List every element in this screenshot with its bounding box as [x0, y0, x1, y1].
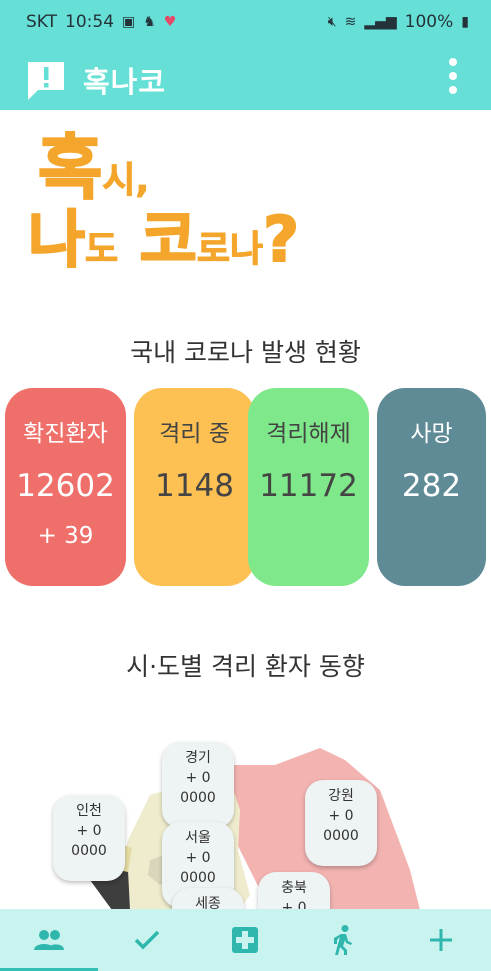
region-name: 충북	[281, 880, 307, 896]
region-delta: + 0	[185, 770, 211, 786]
card-label: 사망	[410, 421, 453, 447]
card-value: 11172	[259, 468, 358, 504]
heart-icon: ♥	[163, 14, 177, 30]
card-label: 확진환자	[23, 421, 108, 447]
battery-icon: ▮	[461, 14, 469, 30]
region-count: 0000	[323, 828, 359, 844]
app-title: 혹나코	[83, 65, 167, 99]
wifi-icon: ≋	[344, 14, 357, 30]
nav-tab-medical[interactable]	[196, 909, 294, 971]
status-bar: SKT 10:54 ▣ ♞ ♥ 🔇︎ ≋ ▂▄▆ 100% ▮	[0, 0, 491, 42]
isolated-card[interactable]: 격리 중 1148	[134, 388, 255, 586]
overflow-menu-icon[interactable]	[445, 58, 461, 94]
carrier-label: SKT	[26, 12, 58, 32]
hero-char: 혹	[37, 127, 103, 209]
region-delta: + 0	[281, 900, 307, 910]
nav-tab-walking[interactable]	[294, 909, 392, 971]
region-name: 서울	[185, 830, 211, 846]
region-bubble-incheon[interactable]: 인천 + 0 0000	[53, 795, 125, 881]
region-name: 세종	[195, 896, 221, 910]
region-count: 0000	[180, 870, 216, 886]
app-bar: 혹나코	[0, 42, 491, 110]
regional-status-title: 시·도별 격리 환자 동향	[126, 652, 365, 681]
card-delta: + 39	[37, 523, 94, 549]
bottom-navigation	[0, 909, 491, 971]
plus-icon	[430, 929, 452, 951]
notification-icon: ♞	[143, 14, 156, 30]
active-tab-indicator	[0, 968, 98, 971]
region-bubble-chungbuk[interactable]: 충북 + 0	[258, 872, 330, 910]
hero-char: 시,	[102, 160, 150, 202]
region-count: 0000	[180, 790, 216, 806]
region-delta: + 0	[185, 850, 211, 866]
region-bubble-gangwon[interactable]: 강원 + 0 0000	[305, 780, 377, 866]
stats-cards: 확진환자 12602 + 39 격리 중 1148 격리해제 11172 사망 …	[5, 388, 486, 586]
region-count: 0000	[71, 843, 107, 859]
chat-alert-logo-icon	[28, 62, 64, 100]
card-value: 12602	[16, 468, 115, 504]
card-label: 격리 중	[159, 421, 230, 447]
screenshot-icon: ▣	[122, 14, 136, 30]
hero-char: 나	[27, 202, 86, 277]
domestic-status-title: 국내 코로나 발생 현황	[130, 338, 361, 367]
region-map: 경기 + 0 0000 인천 + 0 0000 강원 + 0 0000 서울 +…	[0, 720, 491, 910]
nav-tab-people[interactable]	[0, 909, 98, 971]
released-card[interactable]: 격리해제 11172	[248, 388, 369, 586]
card-value: 1148	[155, 468, 234, 504]
region-name: 인천	[76, 803, 102, 819]
region-delta: + 0	[76, 823, 102, 839]
medical-cross-icon	[232, 927, 258, 953]
card-value: 282	[401, 468, 462, 504]
hero-title: 혹시, 나도 코로나?	[27, 127, 358, 277]
card-label: 격리해제	[266, 421, 351, 447]
region-name: 경기	[185, 750, 211, 766]
clock: 10:54	[65, 12, 115, 32]
nav-tab-add[interactable]	[392, 909, 490, 971]
battery-percent: 100%	[404, 12, 454, 32]
mute-icon: 🔇︎	[327, 14, 337, 30]
nav-tab-check[interactable]	[98, 909, 196, 971]
hero-char: ?	[262, 202, 300, 277]
deaths-card[interactable]: 사망 282	[377, 388, 486, 586]
check-icon	[134, 930, 160, 950]
signal-icon: ▂▄▆	[364, 14, 397, 30]
people-icon	[34, 930, 64, 950]
region-bubble-gyeonggi[interactable]: 경기 + 0 0000	[162, 742, 234, 828]
confirmed-card[interactable]: 확진환자 12602 + 39	[5, 388, 126, 586]
hero-char: 로나	[196, 229, 264, 271]
hero-char: 코	[139, 202, 198, 277]
region-delta: + 0	[328, 808, 354, 824]
region-bubble-sejong[interactable]: 세종	[172, 888, 244, 910]
region-name: 강원	[328, 788, 354, 804]
hero-char: 도	[85, 229, 119, 271]
walking-icon	[334, 925, 352, 955]
